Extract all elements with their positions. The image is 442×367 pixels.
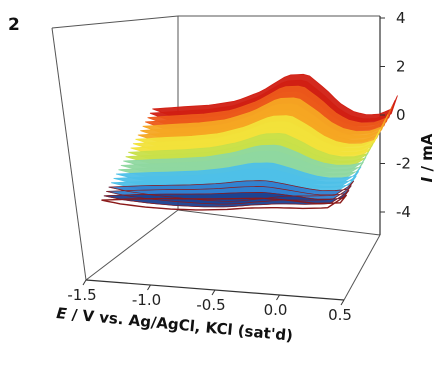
y-axis-symbol: I — [418, 176, 436, 182]
x-tick-mark-4 — [340, 299, 345, 306]
floor-left-edge — [85, 209, 179, 281]
x-tick-mark-1 — [147, 284, 151, 291]
x-tick-label-3: 0.0 — [264, 301, 288, 319]
y-tick-label-0: 4 — [396, 9, 406, 27]
y-tick-label-1: 2 — [396, 58, 406, 76]
x-tick-label-2: -0.5 — [196, 296, 225, 314]
scan-outline-22 — [101, 194, 347, 211]
front-left-edge — [51, 27, 87, 281]
x-tick-label-1: -1.0 — [132, 291, 161, 309]
y-axis-title: I / mA — [418, 133, 436, 182]
y-tick-label-2: 0 — [396, 106, 406, 124]
panel-label: 2 — [8, 15, 20, 35]
x-tick-mark-0 — [82, 279, 87, 286]
x-tick-label-4: 0.5 — [328, 306, 352, 324]
y-tick-label-3: -2 — [396, 155, 411, 173]
y-axis-ticks: 4 2 0 -2 -4 — [380, 9, 411, 221]
floor-right-edge — [343, 234, 381, 301]
top-left-edge — [51, 15, 179, 29]
x-axis-title-text: / V vs. Ag/AgCl, KCl (sat'd) — [66, 305, 294, 345]
scan-outline-21 — [103, 190, 350, 208]
x-tick-mark-2 — [211, 289, 216, 296]
x-tick-label-0: -1.5 — [67, 286, 96, 304]
x-axis-symbol: E — [56, 304, 69, 323]
x-tick-mark-3 — [276, 294, 280, 301]
y-axis-title-text: / mA — [418, 133, 436, 177]
y-tick-label-4: -4 — [396, 203, 411, 221]
x-axis-title: E / V vs. Ag/AgCl, KCl (sat'd) — [56, 304, 294, 345]
scan-outline-20 — [106, 185, 352, 205]
x-axis-ticks: -1.5 -1.0 -0.5 0.0 0.5 — [67, 279, 352, 324]
back-bottom-edge — [177, 209, 381, 236]
cv-surface — [101, 73, 398, 211]
